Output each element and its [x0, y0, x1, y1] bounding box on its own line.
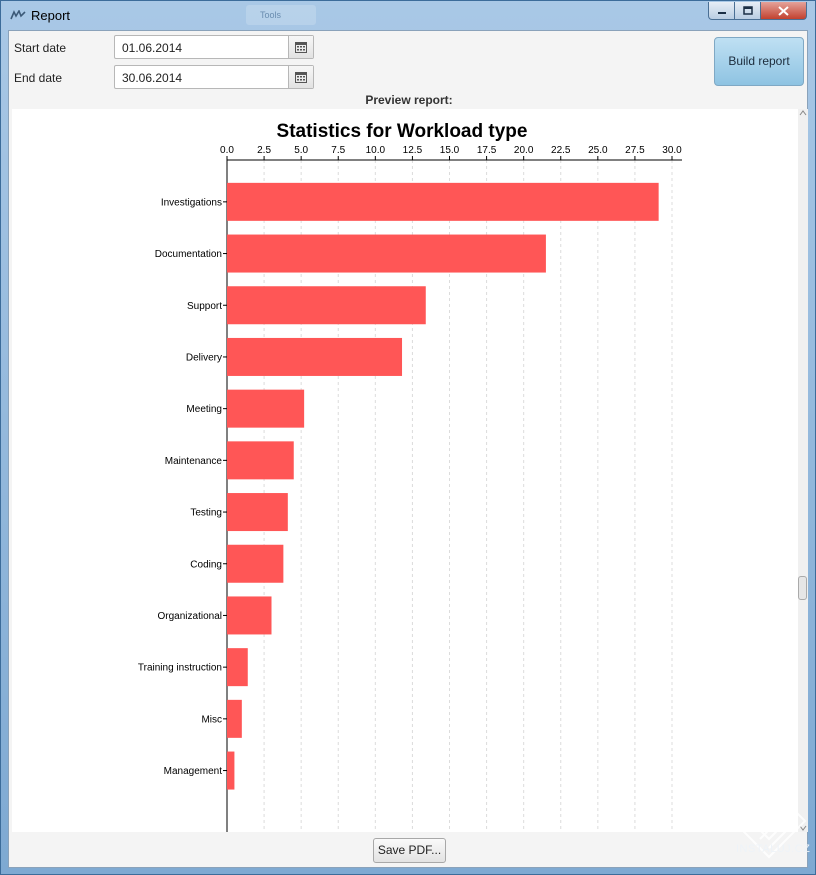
y-tick-label: Testing: [190, 508, 222, 519]
x-tick-label: 5.0: [294, 145, 308, 156]
preview-report-label: Preview report:: [365, 93, 453, 107]
chart-title: Statistics for Workload type: [277, 121, 528, 142]
bar: [227, 337, 403, 376]
x-tick-label: 30.0: [662, 145, 682, 156]
y-tick-label: Maintenance: [165, 456, 223, 467]
bar: [227, 234, 546, 273]
build-report-button[interactable]: Build report: [714, 37, 804, 86]
x-tick-label: 20.0: [514, 145, 534, 156]
minimize-icon: [717, 11, 726, 14]
bar: [227, 544, 284, 583]
report-panel: Start date 01.06.2014 End date 30.06.201…: [8, 30, 808, 868]
bar: [227, 699, 242, 738]
scroll-down-icon[interactable]: [799, 825, 807, 831]
x-tick-label: 2.5: [257, 145, 271, 156]
x-tick-label: 7.5: [331, 145, 345, 156]
x-tick-label: 27.5: [625, 145, 645, 156]
maximize-button[interactable]: [735, 2, 761, 20]
y-tick-label: Support: [187, 301, 222, 312]
app-icon: [10, 10, 26, 20]
workload-chart: Statistics for Workload type 0.0 2.5 5.0 7.…: [138, 121, 682, 832]
x-tick-label: 22.5: [551, 145, 571, 156]
bar: [227, 182, 659, 221]
save-pdf-button[interactable]: Save PDF...: [373, 838, 446, 863]
y-tick-label: Documentation: [155, 249, 222, 260]
caption-buttons: [708, 2, 807, 21]
bar: [227, 751, 235, 790]
calendar-icon: [295, 41, 307, 53]
y-tick-label: Delivery: [186, 352, 222, 363]
bar: [227, 493, 288, 532]
x-tick-label: 17.5: [477, 145, 497, 156]
report-preview[interactable]: Statistics for Workload type 0.0 2.5 5.0 7.…: [12, 109, 798, 832]
y-tick-label: Organizational: [158, 611, 222, 622]
start-date-field[interactable]: 01.06.2014: [114, 35, 314, 59]
end-date-value: 30.06.2014: [122, 71, 183, 85]
y-tick-label: Training instruction: [138, 663, 222, 674]
minimize-button[interactable]: [708, 2, 735, 20]
x-tick-label: 12.5: [403, 145, 423, 156]
calendar-icon: [295, 71, 307, 83]
y-tick-label: Management: [164, 766, 223, 777]
end-date-picker-button[interactable]: [288, 66, 313, 88]
close-button[interactable]: [761, 2, 807, 20]
y-tick-label: Investigations: [161, 197, 222, 208]
close-icon: [778, 5, 789, 16]
x-tick-label: 25.0: [588, 145, 608, 156]
x-tick-label: 15.0: [440, 145, 460, 156]
window-title: Report: [31, 8, 71, 23]
start-date-value: 01.06.2014: [122, 41, 183, 55]
y-tick-label: Misc: [201, 714, 222, 725]
bar: [227, 596, 272, 635]
bar: [227, 389, 305, 428]
scroll-up-icon[interactable]: [799, 110, 807, 116]
watermark-logo-icon: [731, 783, 807, 859]
bar: [227, 441, 294, 480]
y-tick-label: Coding: [190, 559, 222, 570]
background-window-tab: Tools: [246, 5, 316, 25]
watermark-text: INSTALUJ.CZ: [736, 843, 811, 855]
preview-scrollbar[interactable]: [798, 109, 808, 832]
scroll-thumb[interactable]: [798, 576, 807, 600]
y-tick-label: Meeting: [186, 404, 222, 415]
start-date-label: Start date: [14, 41, 67, 55]
bar: [227, 286, 426, 325]
title-bar[interactable]: Report Tools: [1, 1, 815, 29]
end-date-label: End date: [14, 71, 63, 85]
x-tick-label: 10.0: [366, 145, 386, 156]
x-tick-label: 0.0: [220, 145, 234, 156]
start-date-picker-button[interactable]: [288, 36, 313, 58]
maximize-icon: [742, 6, 753, 15]
end-date-field[interactable]: 30.06.2014: [114, 65, 314, 89]
bar: [227, 648, 248, 687]
